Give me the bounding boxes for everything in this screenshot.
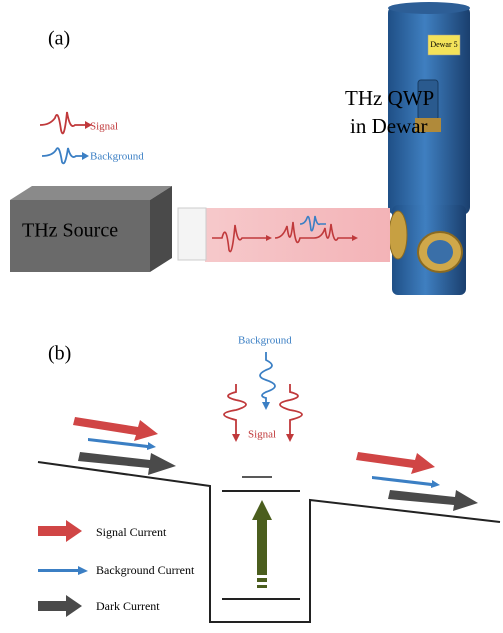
legend-label: Background Current (96, 563, 195, 577)
legend-label: Dark Current (96, 599, 160, 613)
signal-label: Signal (248, 429, 276, 441)
signal-current (356, 452, 435, 474)
dark-current (78, 452, 176, 475)
background-current (88, 438, 156, 450)
legend-arrow (38, 566, 88, 575)
legend-arrow (38, 520, 82, 542)
dewar-tag: Dewar 5 (430, 40, 457, 49)
figure: (a) Dewar 5 THz QWP in Dewar Signal Back… (0, 0, 503, 633)
legend-arrow (38, 595, 82, 617)
signal-wave (40, 112, 85, 133)
signal-current (73, 417, 158, 441)
source-label: THz Source (22, 220, 118, 242)
dewar: Dewar 5 (388, 2, 470, 295)
background-wave (42, 148, 82, 163)
detector-label: in Dewar (350, 114, 428, 138)
legend-label: Signal Current (96, 525, 167, 539)
panel-label: (a) (48, 28, 70, 50)
background-label: Background (238, 335, 292, 347)
dark-current (388, 490, 478, 511)
detector-label: THz QWP (345, 86, 434, 110)
panel-label: (b) (48, 343, 71, 365)
signal-wave (224, 384, 246, 436)
background-current (372, 476, 440, 488)
thz-beam (205, 208, 390, 262)
signal-wave (280, 384, 302, 436)
nozzle (178, 208, 206, 260)
legend-label: Signal (90, 121, 118, 133)
legend-label: Background (90, 151, 144, 163)
background-wave (260, 352, 275, 404)
excitation-arrow (252, 500, 272, 588)
